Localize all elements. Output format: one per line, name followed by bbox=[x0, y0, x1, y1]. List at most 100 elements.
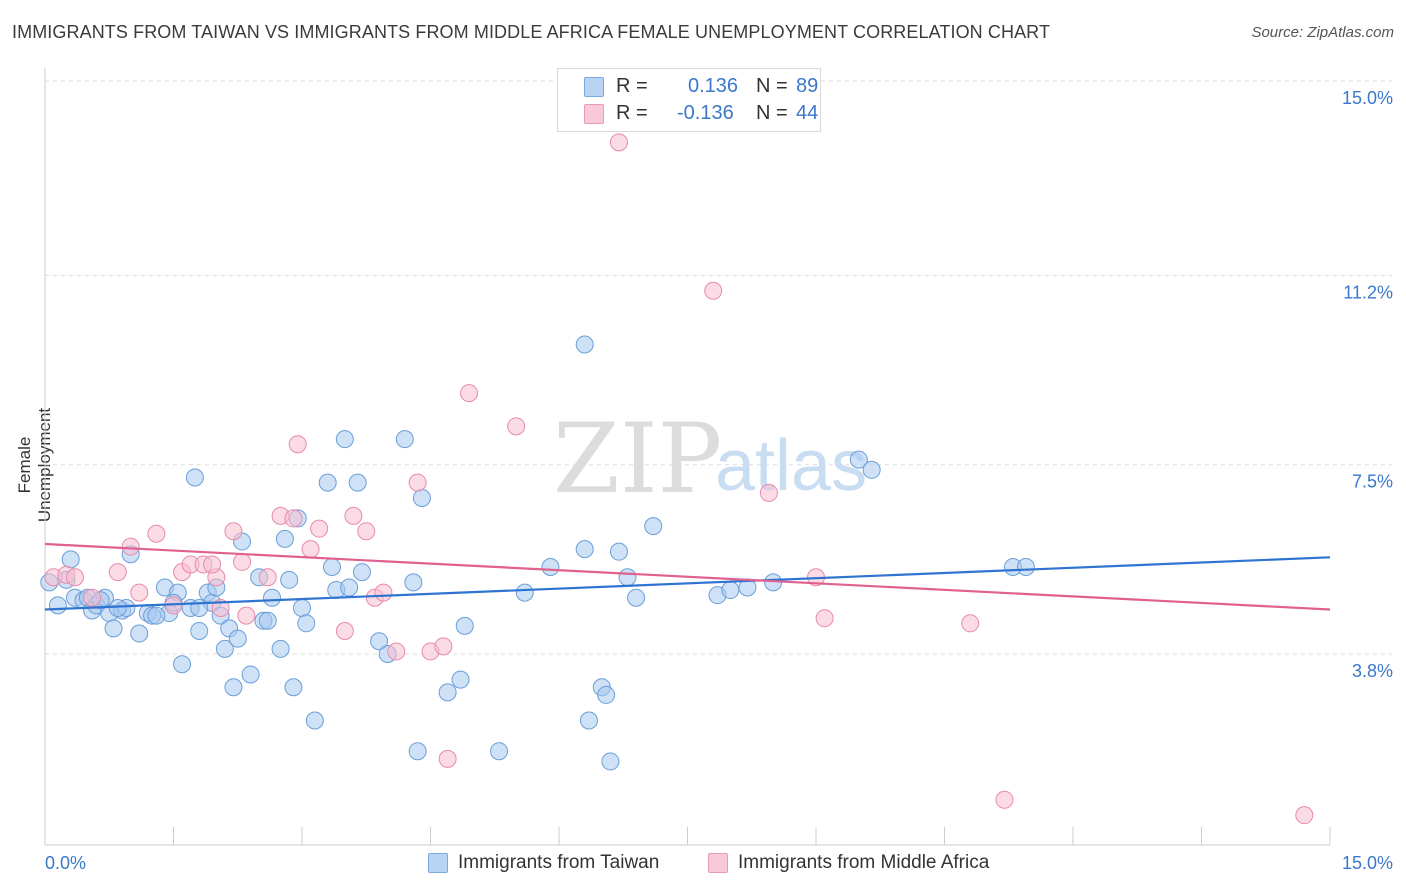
point-middle-africa-23 bbox=[357, 522, 376, 541]
point-middle-africa-43 bbox=[374, 583, 393, 602]
point-taiwan-70 bbox=[618, 568, 637, 587]
trend-lines bbox=[44, 542, 1331, 611]
point-middle-africa-25 bbox=[387, 642, 406, 661]
point-taiwan-62 bbox=[541, 558, 560, 577]
point-taiwan-46 bbox=[322, 558, 341, 577]
point-taiwan-33 bbox=[241, 665, 260, 684]
point-middle-africa-37 bbox=[961, 614, 980, 633]
point-taiwan-78 bbox=[862, 460, 881, 479]
point-taiwan-60 bbox=[490, 742, 509, 761]
point-middle-africa-3 bbox=[108, 563, 127, 582]
point-middle-africa-14 bbox=[237, 606, 256, 625]
point-middle-africa-33 bbox=[704, 281, 723, 300]
series-swatch-middle-africa bbox=[708, 853, 728, 873]
x-tick-label-right: 15.0% bbox=[1342, 853, 1393, 873]
point-taiwan-30 bbox=[224, 678, 243, 697]
point-middle-africa-5 bbox=[130, 583, 149, 602]
point-middle-africa-19 bbox=[301, 540, 320, 559]
point-taiwan-66 bbox=[597, 685, 616, 704]
point-taiwan-50 bbox=[352, 563, 371, 582]
point-middle-africa-30 bbox=[460, 384, 479, 403]
data-points bbox=[40, 133, 1314, 825]
point-taiwan-43 bbox=[297, 614, 316, 633]
point-taiwan-77 bbox=[849, 450, 868, 469]
point-taiwan-68 bbox=[575, 540, 594, 559]
point-taiwan-80 bbox=[1016, 558, 1035, 577]
legend-r-label: R = bbox=[616, 75, 648, 97]
point-taiwan-57 bbox=[438, 683, 457, 702]
point-taiwan-54 bbox=[404, 573, 423, 592]
point-middle-africa-42 bbox=[211, 598, 230, 617]
point-middle-africa-36 bbox=[815, 609, 834, 628]
point-taiwan-67 bbox=[601, 752, 620, 771]
point-middle-africa-40 bbox=[65, 568, 84, 587]
point-middle-africa-29 bbox=[438, 749, 457, 768]
watermark: ZIP atlas bbox=[553, 403, 867, 515]
chart-title: IMMIGRANTS FROM TAIWAN VS IMMIGRANTS FRO… bbox=[12, 22, 1051, 42]
point-middle-africa-39 bbox=[1295, 806, 1314, 825]
point-taiwan-2 bbox=[61, 550, 80, 569]
point-taiwan-72 bbox=[644, 517, 663, 536]
point-taiwan-28 bbox=[215, 639, 234, 658]
point-middle-africa-21 bbox=[335, 621, 354, 640]
point-taiwan-64 bbox=[579, 711, 598, 730]
trend-line-taiwan bbox=[44, 556, 1331, 611]
correlation-legend: R = 0.136 N = 89 R = -0.136 N = 44 bbox=[557, 68, 821, 132]
point-middle-africa-41 bbox=[203, 555, 222, 574]
point-taiwan-39 bbox=[280, 570, 299, 589]
point-middle-africa-38 bbox=[995, 790, 1014, 809]
point-taiwan-86 bbox=[108, 598, 127, 617]
point-taiwan-51 bbox=[370, 632, 389, 651]
x-tick-label-left: 0.0% bbox=[45, 853, 86, 873]
axes bbox=[44, 68, 1331, 846]
point-middle-africa-6 bbox=[147, 524, 166, 543]
point-middle-africa-31 bbox=[507, 417, 526, 436]
point-taiwan-88 bbox=[340, 578, 359, 597]
y-tick-label-2: 11.2% bbox=[1343, 282, 1393, 302]
series-label-middle-africa: Immigrants from Middle Africa bbox=[738, 852, 990, 873]
legend-r-value: 0.136 bbox=[688, 75, 739, 97]
y-tick-label-3: 15.0% bbox=[1342, 88, 1393, 108]
point-taiwan-58 bbox=[451, 670, 470, 689]
point-taiwan-45 bbox=[318, 473, 337, 492]
point-middle-africa-15 bbox=[258, 568, 277, 587]
point-middle-africa-26 bbox=[408, 473, 427, 492]
point-taiwan-1 bbox=[48, 596, 67, 615]
point-taiwan-22 bbox=[185, 468, 204, 487]
chart-source: Source: ZipAtlas.com bbox=[1251, 24, 1394, 41]
legend-r-label: R = bbox=[616, 102, 648, 124]
point-taiwan-20 bbox=[173, 655, 192, 674]
point-taiwan-10 bbox=[104, 619, 123, 638]
point-taiwan-31 bbox=[228, 629, 247, 648]
point-taiwan-23 bbox=[190, 621, 209, 640]
y-tick-label-1: 7.5% bbox=[1352, 472, 1393, 492]
point-taiwan-87 bbox=[258, 611, 277, 630]
point-taiwan-37 bbox=[271, 639, 290, 658]
legend-n-value: 44 bbox=[796, 102, 819, 124]
gridlines bbox=[45, 80, 1392, 655]
point-middle-africa-4 bbox=[121, 537, 140, 556]
point-middle-africa-18 bbox=[288, 435, 307, 454]
point-taiwan-38 bbox=[275, 529, 294, 548]
point-taiwan-75 bbox=[721, 581, 740, 600]
point-taiwan-55 bbox=[408, 742, 427, 761]
point-taiwan-42 bbox=[293, 598, 311, 617]
point-taiwan-36 bbox=[263, 588, 282, 607]
legend-r-value: -0.136 bbox=[677, 102, 734, 124]
series-swatch-taiwan bbox=[428, 853, 448, 873]
legend-swatch-taiwan bbox=[584, 77, 604, 97]
watermark-zip: ZIP bbox=[553, 403, 722, 515]
point-taiwan-56 bbox=[412, 488, 431, 507]
point-taiwan-81 bbox=[147, 606, 166, 625]
point-middle-africa-20 bbox=[310, 519, 329, 538]
point-taiwan-53 bbox=[395, 430, 414, 449]
point-taiwan-71 bbox=[627, 588, 646, 607]
point-taiwan-48 bbox=[335, 430, 354, 449]
tick-labels: 3.8% 7.5% 11.2% 15.0% 0.0% 15.0% bbox=[45, 88, 1393, 873]
point-middle-africa-13 bbox=[233, 552, 252, 571]
legend-n-value: 89 bbox=[796, 75, 819, 97]
point-taiwan-69 bbox=[609, 542, 628, 561]
legend-swatch-middle-africa bbox=[584, 104, 604, 124]
point-middle-africa-12 bbox=[224, 522, 243, 541]
point-middle-africa-17 bbox=[284, 509, 303, 528]
